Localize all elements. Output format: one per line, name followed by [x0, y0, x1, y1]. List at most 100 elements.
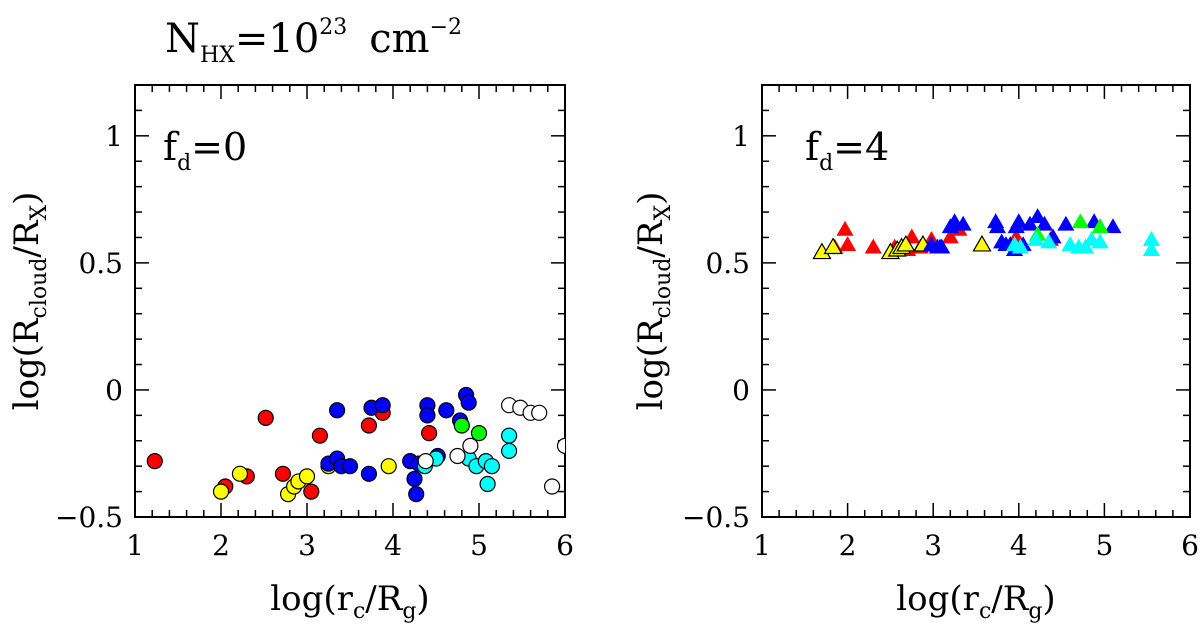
point-cyan [1142, 241, 1161, 257]
title-main: N [165, 16, 200, 62]
point-open [543, 478, 561, 495]
point-cyan [1077, 238, 1095, 254]
title-unit-sup: −2 [430, 15, 462, 40]
y-axis-label-post: ) [631, 192, 671, 205]
point-cyan [1091, 233, 1109, 249]
point-red [839, 236, 857, 251]
x-tick-label: 1 [753, 529, 771, 562]
title-sup: 23 [319, 15, 347, 40]
right-panel: 1 2 3 4 5 6 −0.5 0 0.5 1 log(rc/Rg) log(Rcloud/RX) f… [631, 84, 1199, 624]
point-green [453, 417, 470, 434]
point-cyan [501, 442, 518, 460]
panel-annotation: fd=0 [163, 125, 247, 176]
x-axis-label-mid: /R [991, 579, 1029, 619]
annotation-main: f [805, 125, 822, 169]
point-cyan [1027, 231, 1045, 246]
point-red [257, 409, 274, 426]
point-open [462, 437, 479, 454]
point-blue [1010, 213, 1028, 229]
x-axis-label-sub1: c [353, 599, 365, 624]
point-cyan [501, 427, 518, 444]
point-red [146, 452, 163, 470]
title-sub: HX [200, 43, 235, 68]
x-tick-label: 6 [556, 529, 574, 562]
annotation-rest: =4 [833, 125, 889, 169]
point-red [836, 220, 854, 236]
x-axis-label-pre: log(r [270, 579, 353, 619]
x-tick-label: 2 [839, 529, 857, 562]
point-yellow [972, 234, 992, 252]
point-red [864, 238, 882, 254]
point-blue [933, 238, 951, 254]
x-axis-label-post: ) [1042, 579, 1055, 619]
point-red [311, 427, 328, 444]
point-green [1091, 218, 1109, 234]
point-yellow [823, 237, 843, 255]
x-tick-label: 6 [1181, 529, 1199, 562]
point-open [449, 447, 466, 465]
point-yellow [380, 458, 397, 475]
plot-frame [134, 84, 566, 518]
point-red [941, 228, 959, 244]
panel-annotation: fd=4 [805, 125, 889, 176]
y-tick-label: −0.5 [682, 501, 750, 534]
x-tick-label: 4 [1010, 529, 1028, 562]
title-unit: cm [369, 16, 429, 62]
y-axis-label: log(Rcloud/RX) [7, 192, 52, 411]
point-cyan [1142, 231, 1161, 246]
point-yellow [298, 468, 316, 485]
point-blue [460, 394, 477, 411]
x-axis-label: log(rc/Rg) [270, 579, 429, 624]
point-open [531, 404, 548, 421]
y-tick-label: 0.5 [705, 247, 750, 280]
y-tick-label: 0.5 [78, 247, 123, 280]
annotation-rest: =0 [191, 125, 247, 169]
point-blue [1057, 215, 1075, 231]
point-blue [374, 397, 391, 414]
point-open [417, 452, 434, 470]
x-axis-label-sub1: c [979, 599, 991, 624]
y-tick-label: 0 [732, 374, 750, 407]
point-blue [1029, 208, 1047, 223]
y-axis-label-pre: log(R [7, 317, 47, 410]
y-axis-label-mid: /R [7, 219, 47, 257]
point-red [303, 483, 320, 500]
point-blue [438, 402, 455, 419]
x-axis-label-post: ) [416, 579, 429, 619]
x-tick-label: 3 [298, 529, 316, 562]
markers [146, 386, 565, 503]
point-blue [1035, 215, 1054, 231]
x-axis-label: log(rc/Rg) [896, 579, 1055, 624]
point-open [556, 437, 565, 454]
x-axis-label-sub2: g [402, 599, 416, 624]
y-tick-label: 1 [732, 120, 750, 153]
point-cyan [1011, 238, 1030, 254]
left-panel: 1 2 3 4 5 6−0.500.51log(rc/Rg)log(Rcloud/RX)f… [7, 84, 574, 624]
point-red [360, 417, 378, 434]
point-blue [1021, 215, 1039, 231]
y-axis-label: log(Rcloud/RX) [631, 192, 676, 411]
y-axis-label-sub1: cloud [651, 258, 676, 319]
x-axis-label-mid: /R [365, 579, 403, 619]
point-yellow [231, 465, 249, 482]
annotation-sub: d [177, 151, 191, 176]
point-blue [329, 402, 346, 419]
y-tick-label: 1 [105, 120, 123, 153]
y-axis-label-sub2: X [651, 205, 676, 221]
x-tick-label: 1 [126, 529, 144, 562]
y-axis-label-mid: /R [631, 219, 671, 257]
point-blue [406, 470, 423, 487]
point-cyan [1040, 233, 1058, 249]
y-axis-label-sub1: cloud [27, 258, 52, 319]
x-tick-label: 3 [924, 529, 942, 562]
point-blue [954, 215, 972, 231]
x-tick-label: 4 [384, 529, 402, 562]
y-tick-label: −0.5 [55, 501, 123, 534]
point-yellow [896, 234, 916, 252]
point-cyan [483, 458, 500, 475]
x-axis-label-sub2: g [1028, 599, 1042, 624]
point-blue [408, 486, 425, 503]
point-red [274, 465, 292, 482]
x-tick-label: 5 [1095, 529, 1113, 562]
